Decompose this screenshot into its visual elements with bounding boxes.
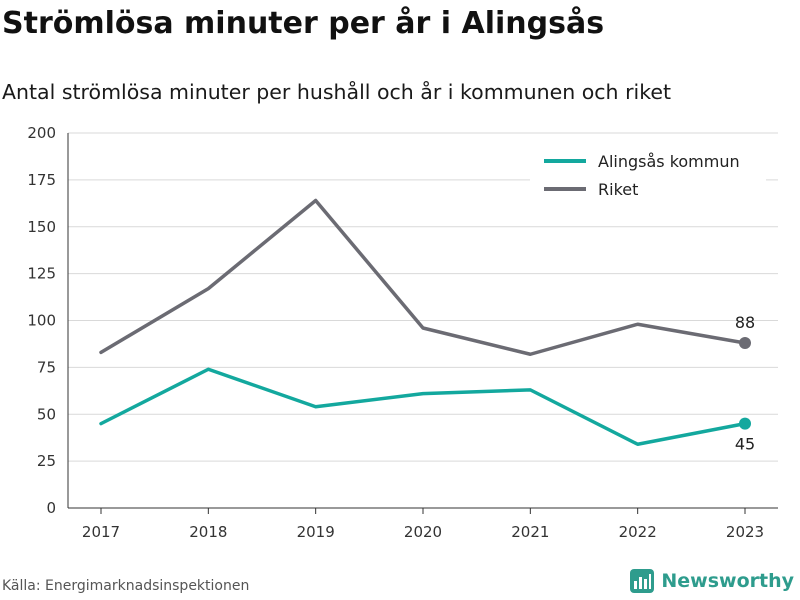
source-note: Källa: Energimarknadsinspektionen xyxy=(2,578,250,594)
axes: 0 25 50 75 100 125 150 175 200 2017 2018 2019 2020 20… xyxy=(27,124,778,541)
legend-label: Riket xyxy=(598,180,638,199)
x-tick-label: 2021 xyxy=(511,523,549,541)
y-tick-label: 75 xyxy=(37,358,56,376)
y-tick-label: 150 xyxy=(27,218,56,236)
x-tick-label: 2019 xyxy=(297,523,335,541)
series-line-alingsas xyxy=(99,367,747,446)
x-tick-label: 2018 xyxy=(189,523,227,541)
legend-background xyxy=(530,146,766,206)
x-tick-label: 2020 xyxy=(404,523,442,541)
x-tick-label: 2022 xyxy=(619,523,657,541)
y-tick-label: 200 xyxy=(27,124,56,142)
legend-label: Alingsås kommun xyxy=(598,152,740,171)
series-lines: 88 45 xyxy=(99,198,755,454)
x-tick-label: 2017 xyxy=(82,523,120,541)
y-tick-label: 0 xyxy=(46,499,56,517)
x-tick-label: 2023 xyxy=(726,523,764,541)
brand-logo[interactable]: Newsworthy xyxy=(629,568,794,594)
brand-name: Newsworthy xyxy=(661,570,794,592)
y-tick-label: 25 xyxy=(37,452,56,470)
series-end-point xyxy=(739,337,751,349)
y-tick-label: 100 xyxy=(27,312,56,330)
series-end-label: 88 xyxy=(735,313,755,332)
bar-chart-logo-icon xyxy=(630,569,655,593)
line-chart: 0 25 50 75 100 125 150 175 200 2017 2018 2019 2020 20… xyxy=(27,124,778,541)
y-tick-label: 125 xyxy=(27,265,56,283)
series-line-riket xyxy=(99,198,747,356)
chart-title: Strömlösa minuter per år i Alingsås xyxy=(2,6,605,41)
y-tick-label: 50 xyxy=(37,405,56,423)
y-tick-label: 175 xyxy=(27,171,56,189)
legend: Alingsås kommun Riket xyxy=(530,146,766,206)
chart-subtitle: Antal strömlösa minuter per hushåll och … xyxy=(2,80,671,104)
series-end-label: 45 xyxy=(735,435,755,454)
series-end-point xyxy=(739,417,751,430)
